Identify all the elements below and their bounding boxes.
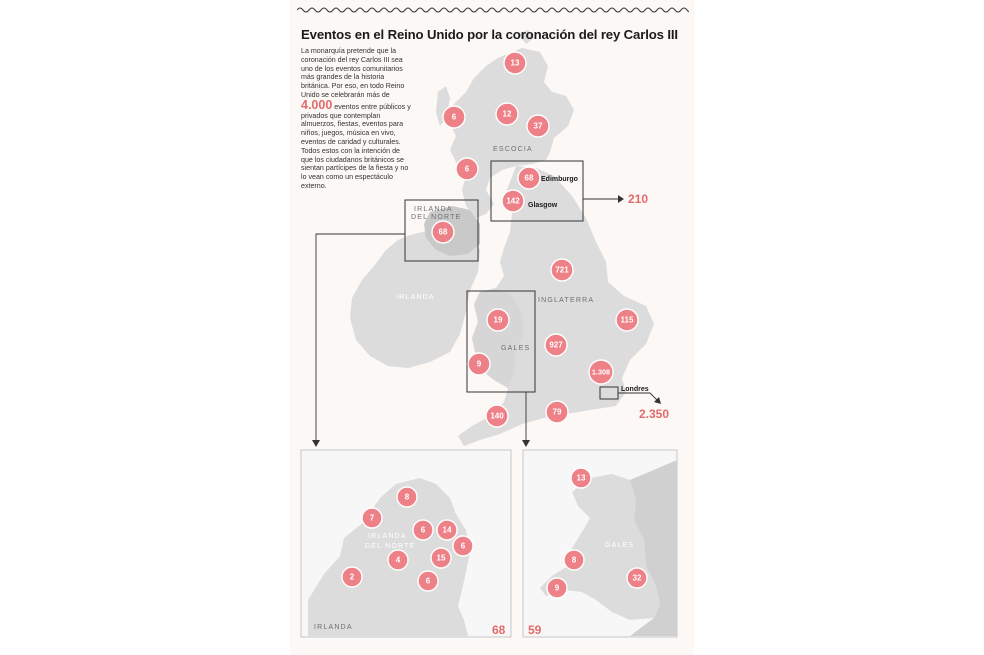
svg-text:68: 68 [439, 228, 448, 237]
svg-text:2: 2 [350, 573, 355, 582]
inset-ni-bubble-4: 14 [436, 519, 458, 541]
svg-text:6: 6 [461, 542, 466, 551]
scotland-land [448, 48, 574, 218]
decorative-wave-divider [297, 7, 689, 13]
svg-text:8: 8 [405, 493, 410, 502]
bubble-scotland-east: 37 [526, 114, 550, 138]
svg-text:13: 13 [577, 474, 586, 483]
northern-ireland-box [404, 199, 479, 262]
bubble-scotland-west: 6 [442, 105, 466, 129]
svg-text:927: 927 [549, 341, 563, 350]
bubble-north-wales: 19 [486, 308, 510, 332]
region-label-irlanda: IRLANDA [396, 294, 435, 301]
svg-text:6: 6 [426, 577, 431, 586]
bubble-glasgow: 142 [501, 189, 525, 213]
svg-text:6: 6 [465, 165, 470, 174]
region-label-irlanda-norte-line2: DEL NORTE [411, 214, 461, 221]
ni-connector-line [315, 233, 405, 442]
inset-ni-bubble-5: 6 [452, 535, 474, 557]
svg-text:6: 6 [452, 113, 457, 122]
inset-northern-ireland: IRLANDA DEL NORTE IRLANDA 8 7 6 14 6 4 1… [300, 449, 512, 638]
svg-text:68: 68 [525, 174, 534, 183]
ireland-land [350, 228, 480, 368]
inset-ni-label-line2: DEL NORTE [365, 543, 415, 550]
city-label-londres: Londres [621, 386, 649, 393]
inset-ni-label-line1: IRLANDA [368, 533, 407, 540]
svg-text:7: 7 [370, 514, 375, 523]
svg-text:1.308: 1.308 [592, 368, 610, 377]
svg-text:721: 721 [555, 266, 569, 275]
svg-text:37: 37 [534, 122, 543, 131]
svg-text:12: 12 [503, 110, 512, 119]
inset-wales-bubble-2: 8 [563, 549, 585, 571]
region-label-escocia: ESCOCIA [493, 146, 533, 153]
inset-irlanda-label: IRLANDA [314, 624, 353, 631]
svg-text:8: 8 [572, 556, 577, 565]
inset-ni-bubble-2: 7 [361, 507, 383, 529]
inset-ni-bubble-6: 4 [387, 549, 409, 571]
total-northern-ireland: 68 [492, 623, 506, 637]
bubble-south-west-england: 140 [485, 404, 509, 428]
inset-ni-bubble-7: 15 [430, 547, 452, 569]
svg-text:142: 142 [506, 197, 520, 206]
inset-wales: GALES 13 8 32 9 59 [522, 449, 678, 638]
scotland-cities-box [490, 160, 584, 222]
map-graphic: ESCOCIA IRLANDA DEL NORTE IRLANDA INGLAT… [300, 30, 678, 638]
svg-text:13: 13 [511, 59, 520, 68]
inset-gales-label: GALES [605, 542, 634, 549]
bubble-north-england: 721 [550, 258, 574, 282]
bubble-scotland-central: 12 [495, 102, 519, 126]
wales-connector-arrow [522, 440, 530, 447]
inset-wales-bubble-3: 32 [626, 567, 648, 589]
scotland-connector-arrow [618, 195, 624, 203]
intro-text-part2: eventos entre públicos y privados que co… [301, 102, 411, 190]
svg-text:9: 9 [555, 584, 560, 593]
total-scotland-cities: 210 [628, 192, 648, 206]
svg-text:14: 14 [443, 526, 452, 535]
intro-highlight-number: 4.000 [301, 97, 333, 112]
infographic-title: Eventos en el Reino Unido por la coronac… [301, 27, 678, 42]
region-label-irlanda-norte-line1: IRLANDA [414, 206, 453, 213]
svg-text:79: 79 [553, 408, 562, 417]
svg-text:4: 4 [396, 556, 401, 565]
bubble-northern-ireland: 68 [431, 220, 455, 244]
bubble-south-wales: 9 [467, 352, 491, 376]
bubble-scotland-north: 13 [503, 51, 527, 75]
orkney-land [518, 30, 534, 44]
svg-text:19: 19 [494, 316, 503, 325]
svg-text:15: 15 [437, 554, 446, 563]
total-wales: 59 [528, 623, 542, 637]
svg-text:32: 32 [633, 574, 642, 583]
city-label-glasgow: Glasgow [528, 202, 558, 209]
bubble-midlands: 927 [544, 333, 568, 357]
intro-paragraph: La monarquía pretende que la coronación … [301, 47, 413, 191]
wales-box [466, 290, 536, 393]
bubble-edimburgo: 68 [517, 166, 541, 190]
svg-text:140: 140 [490, 412, 504, 421]
bubble-south-england: 79 [545, 400, 569, 424]
inset-wales-bubble-1: 13 [570, 467, 592, 489]
london-connector-line [618, 392, 659, 402]
hebrides-land [436, 86, 450, 126]
bubble-scotland-southwest: 6 [455, 157, 479, 181]
svg-text:115: 115 [621, 316, 634, 325]
inset-england-land [630, 460, 677, 636]
london-connector-arrow [654, 397, 661, 404]
region-label-gales: GALES [501, 345, 530, 352]
svg-text:9: 9 [477, 360, 482, 369]
inset-ni-bubble-9: 6 [417, 570, 439, 592]
inset-ni-bubble-8: 2 [341, 566, 363, 588]
inset-ni-bubble-1: 8 [396, 486, 418, 508]
bubble-east-england: 115 [615, 308, 639, 332]
inset-wales-bubble-4: 9 [546, 577, 568, 599]
total-london: 2.350 [639, 407, 669, 421]
infographic-page: ESCOCIA IRLANDA DEL NORTE IRLANDA INGLAT… [290, 0, 694, 655]
intro-text-part1: La monarquía pretende que la coronación … [301, 47, 405, 99]
bubble-south-east-england: 1.308 [588, 359, 614, 385]
ni-connector-arrow [312, 440, 320, 447]
inset-ni-bubble-3: 6 [412, 519, 434, 541]
region-label-inglaterra: INGLATERRA [538, 297, 594, 304]
svg-text:6: 6 [421, 526, 426, 535]
city-label-edimburgo: Edimburgo [541, 176, 578, 183]
